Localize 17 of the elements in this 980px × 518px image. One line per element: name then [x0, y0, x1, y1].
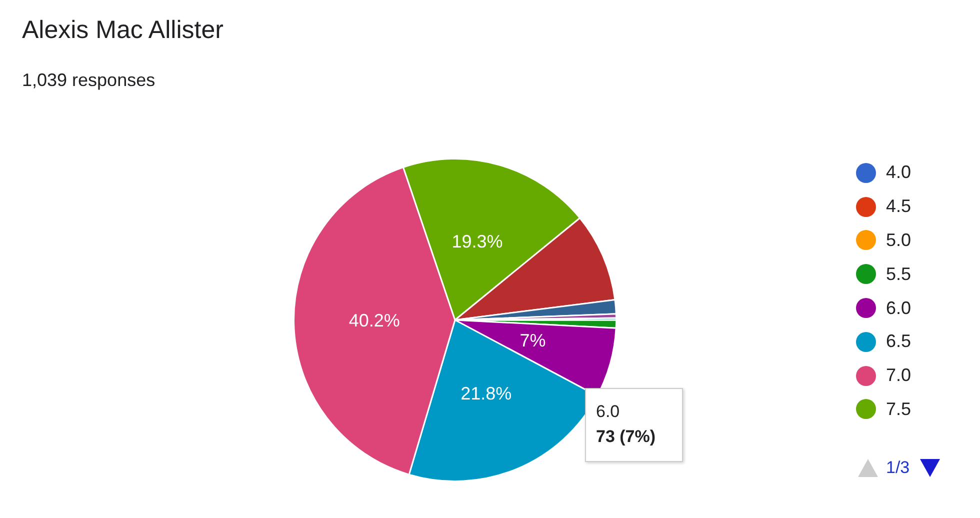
legend-label: 6.5 — [886, 331, 912, 352]
data-label: 40.2% — [348, 310, 400, 330]
data-label: 19.3% — [452, 231, 503, 252]
text: 1,039 responses — [22, 70, 156, 91]
data-label: 21.8% — [460, 383, 512, 404]
text: 73 (7%) — [596, 426, 657, 448]
data-label: 7% — [520, 330, 546, 350]
legend-label: 7.5 — [886, 398, 912, 420]
legend-label: 5.0 — [886, 230, 912, 251]
legend-label: 4.0 — [886, 162, 912, 184]
legend-label: 7.0 — [886, 365, 912, 386]
slice-label: 6.0 — [596, 401, 621, 423]
text: 1/3 — [886, 458, 910, 478]
legend-label: 5.5 — [886, 264, 912, 285]
legend-label: 6.0 — [886, 298, 912, 319]
chart-title: Alexis Mac Allister — [22, 16, 224, 45]
legend-label: 4.5 — [886, 196, 912, 218]
